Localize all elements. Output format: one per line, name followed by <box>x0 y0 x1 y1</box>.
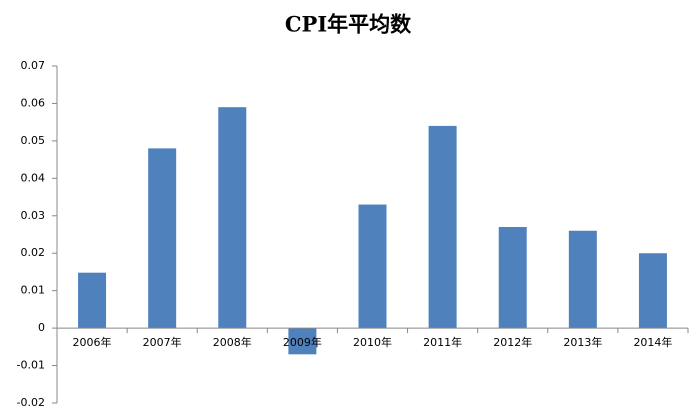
bar <box>638 253 667 329</box>
bar <box>288 328 317 355</box>
x-tick-label: 2010年 <box>353 335 392 349</box>
bar <box>78 272 107 329</box>
bar <box>498 227 527 329</box>
y-tick-label: 0.02 <box>21 246 46 259</box>
x-tick-label: 2011年 <box>423 335 462 349</box>
y-tick-label: 0.06 <box>21 96 46 109</box>
y-tick-label: 0 <box>38 321 45 334</box>
y-tick-label: 0.04 <box>21 171 46 184</box>
bar <box>148 148 177 329</box>
chart-title: CPI年平均数 <box>285 12 412 37</box>
y-tick-label: -0.01 <box>17 359 45 372</box>
y-tick-label: 0.05 <box>21 134 46 147</box>
x-tick-label: 2009年 <box>283 335 322 349</box>
bar <box>218 107 247 329</box>
bar <box>568 230 597 329</box>
x-tick-label: 2006年 <box>73 335 112 349</box>
bar <box>428 125 457 329</box>
x-tick-label: 2014年 <box>633 335 672 349</box>
x-tick-label: 2013年 <box>563 335 602 349</box>
x-tick-label: 2007年 <box>143 335 182 349</box>
y-tick-label: 0.07 <box>21 59 46 72</box>
y-tick-label: 0.01 <box>21 284 46 297</box>
x-tick-label: 2012年 <box>493 335 532 349</box>
bar <box>358 204 387 329</box>
x-tick-label: 2008年 <box>213 335 252 349</box>
y-tick-label: -0.02 <box>17 396 45 409</box>
y-tick-label: 0.03 <box>21 209 46 222</box>
